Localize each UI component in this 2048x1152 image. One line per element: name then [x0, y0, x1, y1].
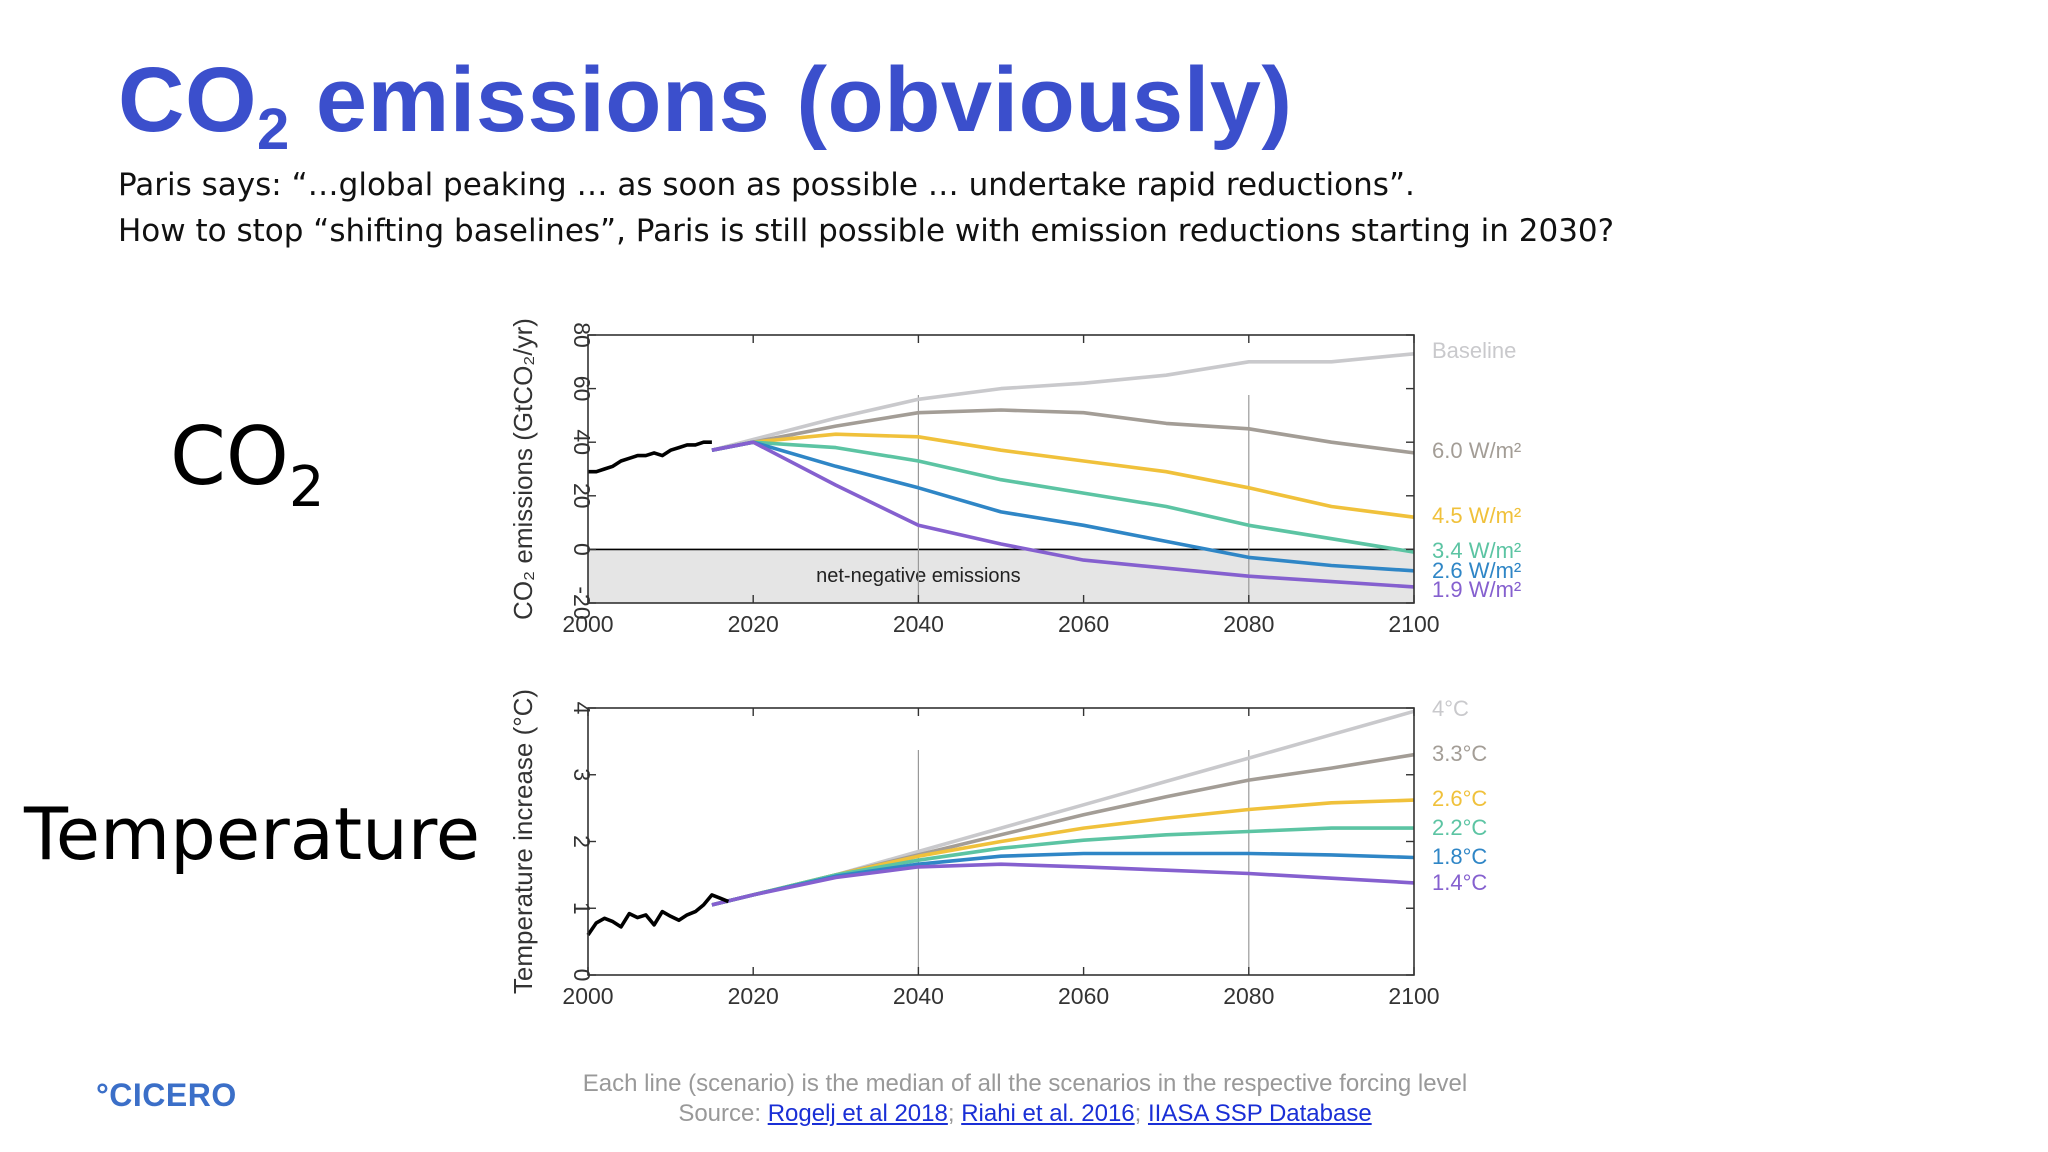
x-tick-label: 2020	[728, 611, 779, 637]
series-label: 2.2°C	[1432, 815, 1487, 840]
subtitle-line-1: Paris says: “…global peaking … as soon a…	[118, 167, 1415, 203]
series-label: 4.5 W/m²	[1432, 503, 1521, 528]
series-label: 3.4 W/m²	[1432, 538, 1521, 563]
x-tick-label: 2040	[893, 611, 944, 637]
source-link-riahi[interactable]: Riahi et al. 2016	[961, 1100, 1135, 1127]
source-link-rogelj[interactable]: Rogelj et al 2018	[767, 1100, 948, 1127]
source-separator: ;	[1134, 1100, 1142, 1127]
x-tick-label: 2020	[728, 983, 779, 1009]
x-tick-label: 2040	[893, 983, 944, 1009]
y-axis-title: CO₂ emissions (GtCO₂/yr)	[508, 318, 538, 620]
x-tick-label: 2080	[1223, 611, 1274, 637]
slide-title: CO2 emissions (obviously)	[118, 48, 1293, 163]
y-tick-label: 0	[569, 969, 595, 982]
series-line	[711, 440, 1415, 589]
title-main: CO	[118, 49, 257, 151]
x-tick-label: 2100	[1388, 611, 1439, 637]
title-rest: emissions (obviously)	[289, 49, 1293, 151]
row-label-temperature: Temperature	[24, 792, 481, 876]
y-tick-label: -20	[569, 586, 595, 619]
x-tick-label: 2080	[1223, 983, 1274, 1009]
series-line	[711, 408, 1415, 455]
source-label: Source:	[678, 1100, 762, 1127]
series-label: 3.3°C	[1432, 741, 1487, 766]
series-label: 1.9 W/m²	[1432, 577, 1521, 602]
y-tick-label: 1	[569, 902, 595, 915]
series-label: 1.8°C	[1432, 844, 1487, 869]
series-label: 4°C	[1432, 696, 1469, 721]
series-line	[711, 851, 1415, 907]
row-label-co2: CO2	[170, 410, 324, 520]
subtitle-line-2: How to stop “shifting baselines”, Paris …	[118, 213, 1615, 249]
x-tick-label: 2100	[1388, 983, 1439, 1009]
row-label-co2-main: CO	[170, 410, 289, 503]
series-line	[711, 440, 1415, 554]
plot-frame	[587, 334, 1415, 604]
historical-line	[588, 440, 712, 474]
x-tick-label: 2060	[1058, 611, 1109, 637]
series-label: 1.4°C	[1432, 870, 1487, 895]
series-label: 2.6°C	[1432, 786, 1487, 811]
cicero-logo: °CICERO	[96, 1077, 237, 1113]
title-subscript: 2	[257, 97, 290, 162]
historical-line	[586, 893, 730, 937]
source-line: Source: Rogelj et al 2018; Riahi et al. …	[555, 1100, 1495, 1128]
footnote: Each line (scenario) is the median of al…	[582, 1070, 1468, 1097]
y-axis-title: Temperature increase (°C)	[508, 689, 538, 994]
series-label: 2.6 W/m²	[1432, 558, 1521, 583]
y-tick-label: 80	[569, 322, 595, 348]
x-tick-label: 2000	[562, 611, 613, 637]
series-line	[711, 432, 1415, 519]
y-tick-label: 0	[569, 543, 595, 556]
row-label-co2-subscript: 2	[288, 455, 325, 520]
y-tick-label: 60	[569, 376, 595, 402]
y-tick-label: 2	[569, 835, 595, 848]
y-tick-label: 3	[569, 768, 595, 781]
series-line	[711, 352, 1415, 452]
y-tick-label: 4	[569, 702, 595, 715]
series-label: Baseline	[1432, 338, 1516, 363]
x-tick-label: 2060	[1058, 983, 1109, 1009]
source-link-iiasa[interactable]: IIASA SSP Database	[1147, 1100, 1372, 1127]
source-separator: ;	[947, 1100, 955, 1127]
series-line	[711, 440, 1415, 573]
x-tick-label: 2000	[562, 983, 613, 1009]
y-tick-label: 40	[569, 429, 595, 455]
y-tick-label: 20	[569, 483, 595, 509]
series-label: 6.0 W/m²	[1432, 438, 1521, 463]
series-line	[711, 862, 1415, 907]
temperature-chart: 2000 2020 2040 2060 2080 2100 0 1 2 3 4 Temperature…	[508, 689, 1487, 1009]
